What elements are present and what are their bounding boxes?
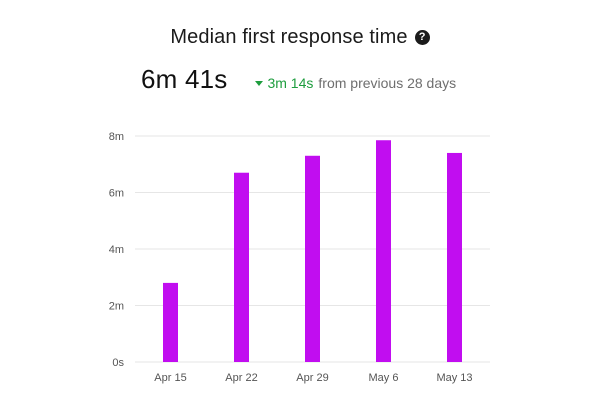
bar: [447, 152, 462, 362]
bar: [163, 282, 178, 362]
triangle-down-icon: [255, 81, 264, 86]
x-tick-label: Apr 22: [225, 372, 257, 384]
x-tick-label: Apr 15: [154, 372, 186, 384]
x-tick-label: Apr 29: [296, 372, 328, 384]
y-tick-label: 0s: [112, 357, 124, 369]
bar: [234, 172, 249, 362]
delta-value: 3m 14s: [267, 75, 314, 91]
question-circle-icon[interactable]: ?: [414, 30, 430, 45]
x-tick-label: May 13: [436, 372, 472, 384]
bar: [376, 140, 391, 362]
delta-indicator: 3m 14s from previous 28 days: [255, 75, 456, 91]
x-tick-label: May 6: [369, 372, 399, 384]
bar: [305, 155, 320, 362]
y-tick-label: 6m: [109, 188, 124, 200]
chart-title: Median first response time: [170, 26, 408, 48]
chart-header: Median first response time ?: [0, 26, 600, 49]
delta-context: from previous 28 days: [318, 75, 457, 91]
y-tick-label: 4m: [109, 244, 124, 256]
metric-value: 6m 41s: [141, 64, 228, 94]
y-tick-label: 2m: [109, 301, 124, 313]
metric-summary: 6m 41s 3m 14s from previous 28 days: [141, 64, 456, 95]
y-tick-label: 8m: [109, 131, 124, 143]
